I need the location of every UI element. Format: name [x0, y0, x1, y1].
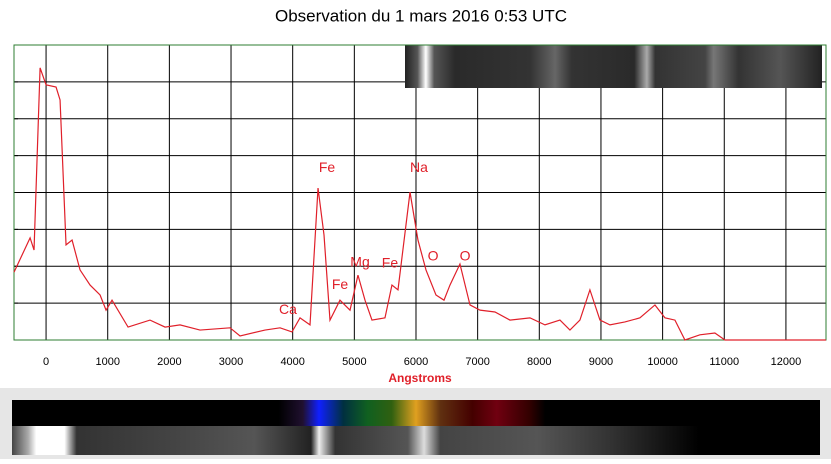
x-axis-label: Angstroms	[388, 371, 452, 385]
line-annotation: Fe	[332, 276, 349, 292]
line-annotation: Ca	[279, 301, 297, 317]
x-tick-label: 12000	[771, 356, 802, 368]
gray-spectrum	[12, 426, 820, 455]
spectrum-line	[13, 67, 826, 341]
x-tick-label: 2000	[157, 356, 181, 368]
chart-title: Observation du 1 mars 2016 0:53 UTC	[275, 6, 567, 25]
line-annotation: Mg	[350, 254, 369, 270]
line-annotation: Fe	[319, 159, 336, 175]
x-tick-label: 4000	[280, 356, 304, 368]
x-tick-label: 5000	[342, 356, 366, 368]
line-annotation: O	[460, 248, 471, 264]
x-tick-label: 6000	[404, 356, 428, 368]
plot-border	[13, 44, 827, 341]
color-spectrum	[12, 400, 820, 426]
line-annotation: Fe	[382, 255, 399, 271]
x-tick-label: 7000	[465, 356, 489, 368]
spectrum-inset	[405, 45, 822, 88]
x-tick-label: 10000	[647, 356, 678, 368]
x-tick-label: 0	[43, 356, 49, 368]
x-tick-label: 1000	[95, 356, 119, 368]
x-tick-label: 9000	[589, 356, 613, 368]
x-tick-label: 3000	[219, 356, 243, 368]
x-tick-label: 8000	[527, 356, 551, 368]
x-tick-label: 11000	[709, 356, 739, 368]
line-annotation: Na	[410, 159, 428, 175]
line-annotation: O	[428, 248, 439, 264]
